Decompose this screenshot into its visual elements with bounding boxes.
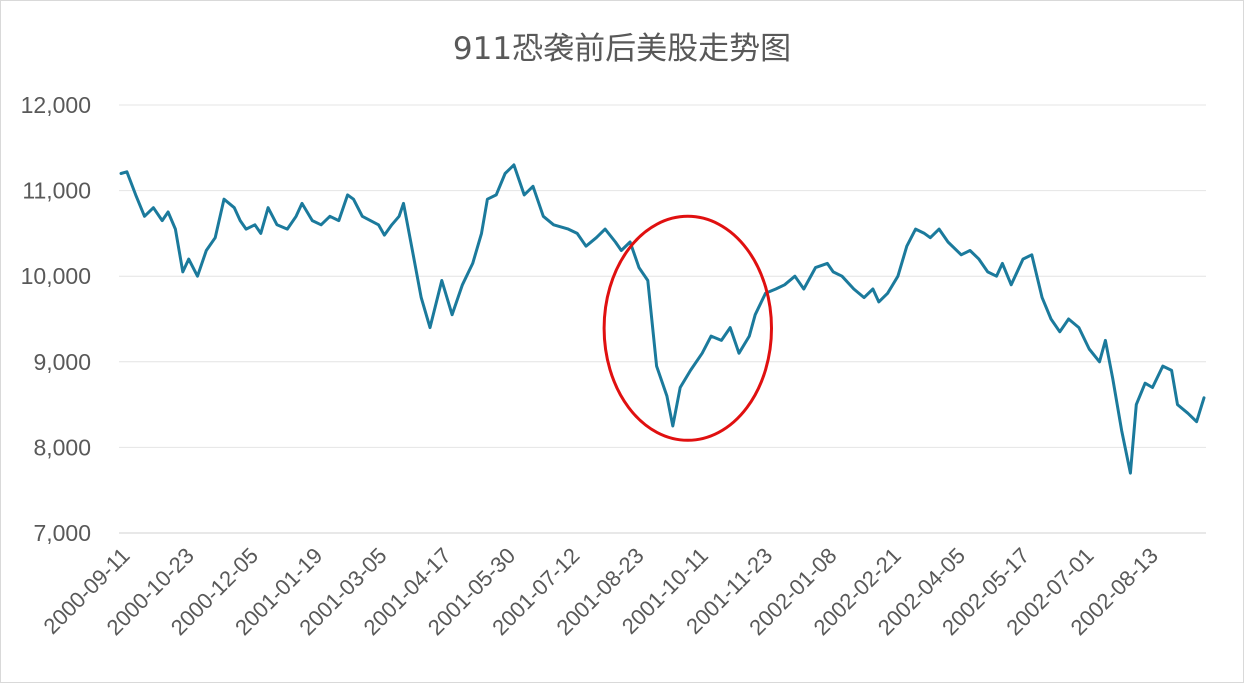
y-tick-label: 8,000 [33, 434, 91, 460]
annotation-layer [602, 214, 773, 442]
series-line-dow [119, 163, 1206, 475]
y-tick-label: 7,000 [33, 520, 91, 546]
y-axis-tick-labels: 7,000 8,000 9,000 10,000 11,000 12,000 [21, 92, 91, 546]
chart-title: 911恐袭前后美股走势图 [453, 31, 791, 67]
x-axis-tick-labels: 2000-09-112000-10-232000-12-052001-01-19… [38, 543, 1162, 640]
highlight-ellipse [602, 214, 773, 442]
gridlines [119, 104, 1206, 534]
y-tick-label: 9,000 [33, 349, 91, 375]
y-tick-label: 12,000 [21, 92, 91, 118]
y-tick-label: 10,000 [21, 263, 91, 289]
y-tick-label: 11,000 [22, 178, 91, 204]
series-layer [119, 163, 1206, 475]
